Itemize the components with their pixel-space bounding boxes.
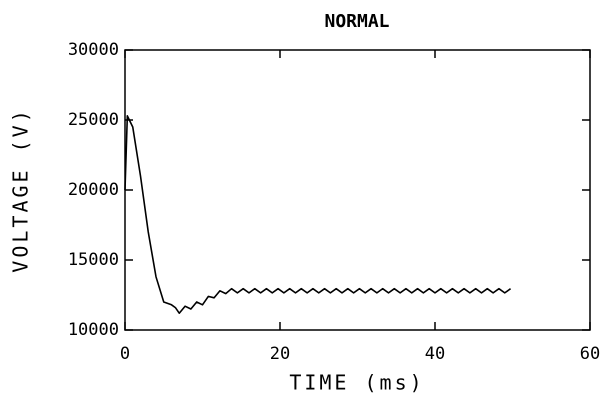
- chart-title: NORMAL: [324, 11, 389, 32]
- y-tick-label: 25000: [68, 110, 119, 130]
- x-axis-label: TIME (ms): [289, 371, 424, 395]
- x-tick-label: 60: [580, 344, 600, 364]
- y-axis-label: VOLTAGE (V): [9, 107, 33, 272]
- y-tick-label: 15000: [68, 250, 119, 270]
- x-tick-label: 40: [425, 344, 445, 364]
- x-tick-label: 20: [270, 344, 290, 364]
- x-tick-label: 0: [120, 344, 130, 364]
- y-tick-label: 20000: [68, 180, 119, 200]
- y-tick-label: 10000: [68, 320, 119, 340]
- data-line: [124, 115, 512, 314]
- plot-frame: [124, 49, 591, 331]
- y-tick-label: 30000: [68, 40, 119, 60]
